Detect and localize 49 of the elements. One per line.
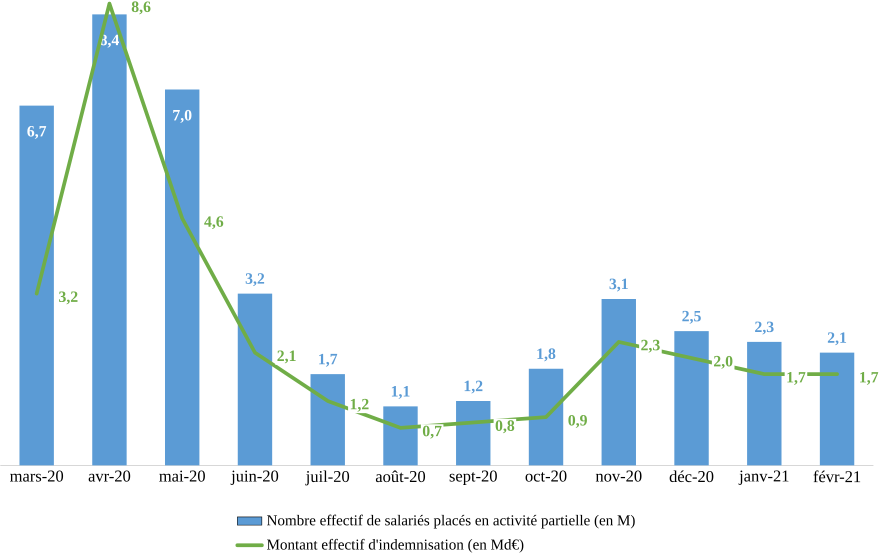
data-label: 7,0 [173, 110, 192, 123]
data-label: 3,1 [610, 278, 628, 292]
bar [238, 293, 272, 466]
bar [92, 14, 127, 466]
data-label: 0,8 [496, 420, 514, 434]
data-label: 3,2 [59, 291, 78, 304]
data-label: 1,7 [787, 372, 806, 385]
data-label: 2,3 [641, 340, 660, 352]
legend-label: Montant effectif d'indemnisation (en Md€) [267, 538, 524, 552]
x-tick-label: févr-21 [813, 470, 860, 482]
data-label: 2,3 [755, 321, 774, 334]
bar [674, 330, 709, 466]
data-label: 2,1 [828, 332, 846, 346]
data-label: 1,7 [319, 354, 338, 366]
data-label: 4,6 [204, 216, 224, 229]
data-label: 1,7 [860, 372, 878, 385]
x-tick-label: mai-20 [159, 470, 205, 482]
x-tick-label: déc-20 [670, 470, 714, 482]
bar [383, 406, 418, 466]
data-label: 1,2 [350, 398, 369, 412]
data-label: 2,5 [682, 310, 701, 324]
x-tick-label: nov-20 [596, 470, 642, 482]
bar [747, 342, 782, 466]
data-label: 6,7 [27, 126, 46, 139]
bar [456, 400, 490, 466]
data-label: 0,7 [422, 425, 442, 438]
bar [310, 374, 345, 466]
x-tick-label: juil-20 [305, 470, 350, 486]
x-tick-label: janv-21 [738, 470, 788, 485]
data-label: 3,2 [246, 273, 264, 286]
x-tick-label: juin-20 [230, 470, 278, 485]
data-label: 2,0 [714, 356, 732, 369]
bar [528, 368, 564, 466]
data-label: 1,1 [392, 386, 410, 399]
bar [19, 105, 54, 466]
bar [820, 352, 854, 466]
x-tick-label: août-20 [376, 470, 426, 482]
x-tick-label: mars-20 [10, 470, 64, 482]
data-label: 8,6 [132, 1, 150, 14]
bar [164, 89, 200, 466]
x-tick-label: sept-20 [450, 470, 497, 485]
data-label: 2,1 [277, 350, 296, 364]
x-tick-label: avr-20 [88, 470, 130, 482]
data-label: 1,8 [537, 348, 556, 362]
legend-label: Nombre effectif de salariés placés en activité partielle (en M) [267, 514, 635, 528]
bar [602, 298, 636, 466]
data-label: 1,2 [464, 380, 482, 394]
x-tick-label: oct-20 [526, 470, 566, 482]
data-label: 0,9 [568, 414, 587, 428]
